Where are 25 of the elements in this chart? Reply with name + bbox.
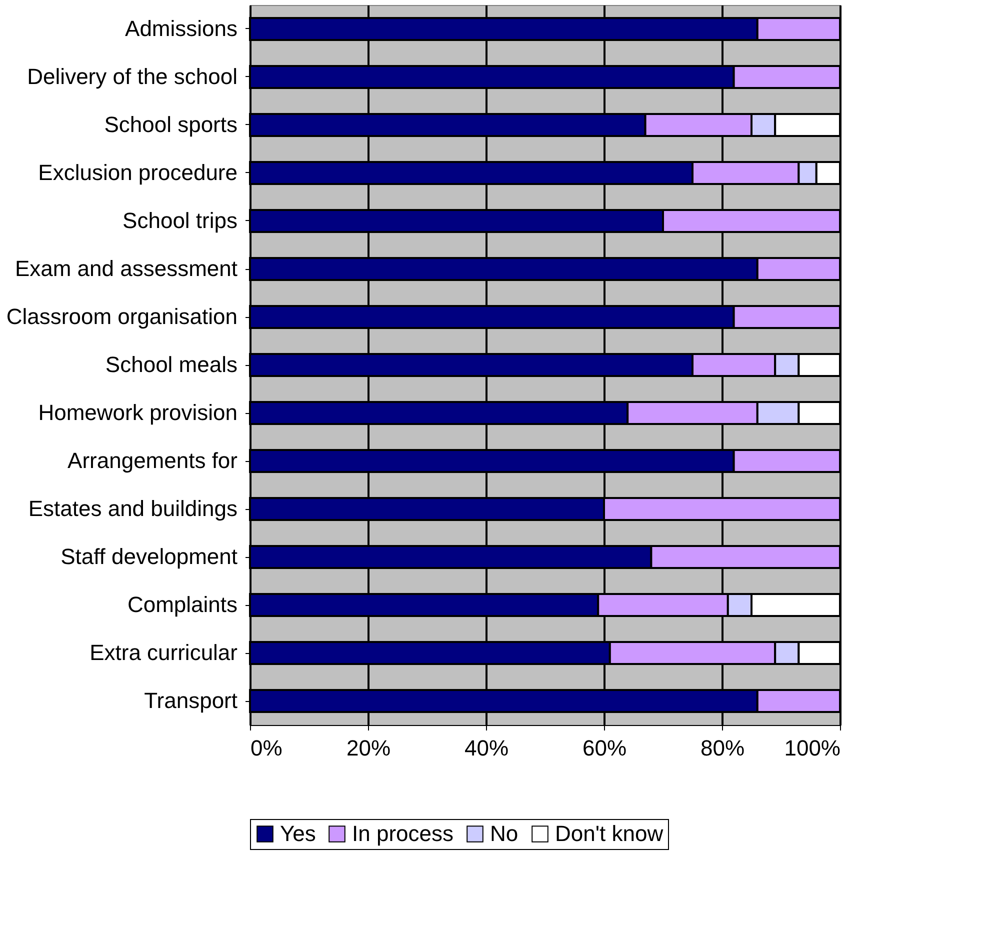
y-tick-label: Admissions — [125, 16, 238, 41]
y-tick-label: Homework provision — [38, 400, 238, 425]
x-tick-label: 0% — [250, 736, 282, 760]
y-tick-label: Transport — [144, 688, 238, 713]
y-tick-label: Estates and buildings — [28, 496, 238, 521]
y-tick-label: Exam and assessment — [14, 256, 238, 281]
y-tick-label: Staff development — [60, 544, 238, 569]
x-tick-label: 20% — [346, 736, 391, 760]
y-tick-label: Extra curricular — [90, 640, 238, 665]
y-tick-label: Complaints — [127, 592, 238, 617]
legend-label: Yes — [280, 821, 316, 846]
y-tick-label: School trips — [122, 208, 238, 233]
y-tick-label: School sports — [104, 112, 238, 137]
x-tick-label: 60% — [582, 736, 627, 760]
y-tick-label: Classroom organisation — [6, 304, 238, 329]
y-tick-label: School meals — [105, 352, 238, 377]
legend-label: No — [490, 821, 518, 846]
legend-label: Don't know — [555, 821, 664, 846]
y-tick-label: Exclusion procedure — [38, 160, 238, 185]
x-tick-label: 80% — [700, 736, 745, 760]
x-tick-label: 100% — [784, 736, 840, 760]
x-tick-label: 40% — [464, 736, 509, 760]
legend-label: In process — [352, 821, 454, 846]
y-tick-label: Arrangements for — [68, 448, 238, 473]
y-tick-label: Delivery of the school — [27, 64, 238, 89]
